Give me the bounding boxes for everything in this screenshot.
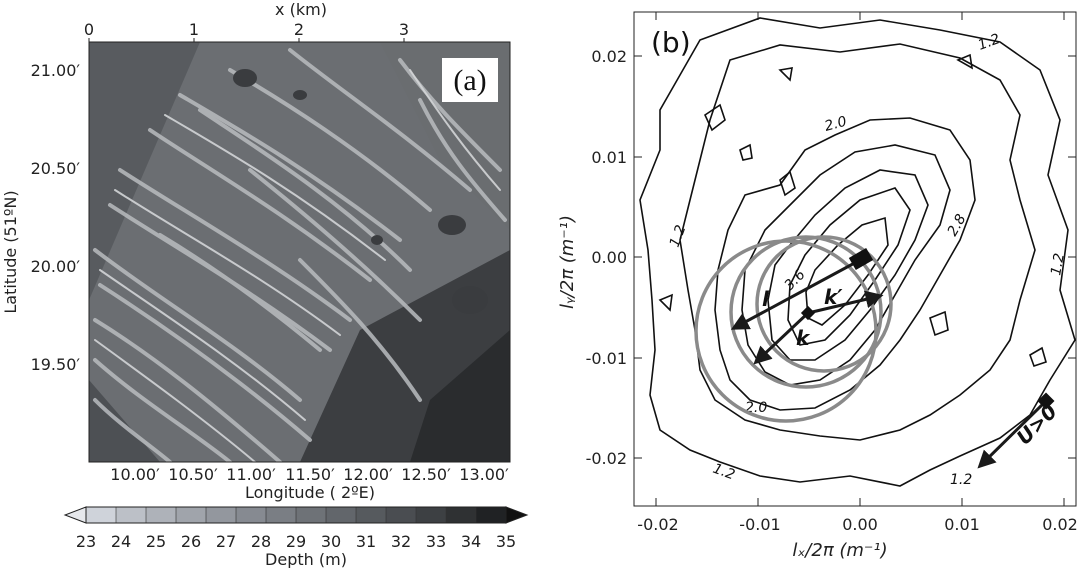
colorbar-tick-label: 23 <box>76 532 96 551</box>
colorbar-tick-label: 32 <box>391 532 411 551</box>
lon-tick-6: 13.00′ <box>459 465 509 484</box>
lx-tick-2: 0.00 <box>842 515 878 534</box>
colorbar-tick-label: 24 <box>111 532 131 551</box>
ly-tick-2: 0.00 <box>591 248 627 267</box>
vector-l-label: l <box>762 287 770 311</box>
y-axis-title: Latitude (51ºN) <box>1 190 20 313</box>
panel-a-label: (a) <box>453 64 486 97</box>
colorbar-tick-label: 26 <box>181 532 201 551</box>
ly-tick-1: 0.01 <box>591 148 627 167</box>
colorbar: 23 24 25 26 27 28 29 30 31 32 33 34 35 Depth (m) <box>63 506 529 568</box>
colorbar-cell <box>295 506 327 524</box>
lat-tick-2: 20.00′ <box>31 257 81 276</box>
lon-tick-4: 12.00′ <box>343 465 393 484</box>
colorbar-cell <box>385 506 417 524</box>
top-axis-ticks: 0 1 2 3 <box>84 20 409 42</box>
lat-tick-1: 20.50′ <box>31 159 81 178</box>
vector-k-label: k <box>796 326 811 350</box>
lx-tick-0: -0.02 <box>637 515 678 534</box>
colorbar-cell <box>205 506 237 524</box>
vector-k-prime-label: k′ <box>824 285 843 309</box>
contour-label-1-2-bottom: 1.2 <box>711 461 737 484</box>
spectrum-x-title: lₓ/2π (m⁻¹) <box>792 540 887 561</box>
colorbar-low-arrow <box>63 506 87 524</box>
contour-1-2-outer <box>639 17 1076 487</box>
spectrum-x-ticks: -0.02 -0.01 0.00 0.01 0.02 <box>637 515 1078 534</box>
colorbar-tick-label: 25 <box>146 532 166 551</box>
colorbar-tick-label: 29 <box>286 532 306 551</box>
contour-label-1-2-left: 1.2 <box>667 223 690 249</box>
y-axis-ticks: 21.00′ 20.50′ 20.00′ 19.50′ <box>31 61 81 374</box>
lon-tick-0: 10.00′ <box>110 465 160 484</box>
colorbar-tick-label: 35 <box>496 532 516 551</box>
circle-small <box>755 235 893 373</box>
colorbar-cell <box>475 506 507 524</box>
lon-tick-5: 12.50′ <box>401 465 451 484</box>
colorbar-tick-label: 30 <box>321 532 341 551</box>
wave-vectors <box>730 257 884 365</box>
bathymetry-map <box>89 42 510 462</box>
top-tick-1: 1 <box>189 20 199 39</box>
x-axis-title: Longitude ( 2ºE) <box>245 483 375 502</box>
lon-tick-2: 11.00′ <box>226 465 276 484</box>
contour-label-1-2-br: 1.2 <box>950 472 972 488</box>
lat-tick-0: 21.00′ <box>31 61 81 80</box>
top-axis-title: x (km) <box>275 0 327 19</box>
tick-marks <box>634 12 1076 506</box>
vector-origin-marker <box>848 247 874 271</box>
colorbar-tick-label: 27 <box>216 532 236 551</box>
colorbar-tick-label: 31 <box>356 532 376 551</box>
colorbar-cell <box>145 506 177 524</box>
contour-2-4 <box>741 144 951 386</box>
spectrum-y-title: lᵧ/2π (m⁻¹) <box>557 215 578 309</box>
lon-tick-1: 10.50′ <box>168 465 218 484</box>
panel-a: (a) x (km) 0 1 2 3 Latitude (51ºN) 21.00… <box>1 0 529 568</box>
ly-tick-3: -0.01 <box>586 349 627 368</box>
colorbar-tick-label: 28 <box>251 532 271 551</box>
resonance-circles <box>694 235 893 423</box>
vector-l <box>730 257 863 330</box>
colorbar-cell <box>415 506 447 524</box>
top-tick-2: 2 <box>294 20 304 39</box>
contour-1-2-inner <box>679 43 1036 441</box>
lon-tick-3: 11.50′ <box>285 465 335 484</box>
lx-tick-1: -0.01 <box>739 515 780 534</box>
panel-a-label-box <box>442 58 498 102</box>
ly-tick-0: 0.02 <box>591 47 627 66</box>
colorbar-tick-label: 33 <box>426 532 446 551</box>
spectrum-y-ticks: 0.02 0.01 0.00 -0.01 -0.02 <box>586 47 627 468</box>
panel-b: (b) 0.02 0.01 0.00 -0.01 -0.02 -0.02 -0.… <box>557 11 1078 561</box>
contour-label-2-0: 2.0 <box>823 114 849 135</box>
colorbar-cell <box>325 506 357 524</box>
vector-k-prime <box>807 290 884 315</box>
contour-label-1-2-right: 1.2 <box>1048 252 1068 277</box>
contour-2-0 <box>714 117 976 411</box>
lx-tick-3: 0.01 <box>944 515 980 534</box>
top-tick-0: 0 <box>84 20 94 39</box>
colorbar-title: Depth (m) <box>265 550 347 568</box>
colorbar-cell <box>445 506 477 524</box>
ly-tick-4: -0.02 <box>586 449 627 468</box>
vector-junction-marker <box>800 305 816 321</box>
panel-b-label: (b) <box>651 26 691 59</box>
contour-label-0: 1.2 <box>976 31 1002 54</box>
x-axis-ticks: 10.00′ 10.50′ 11.00′ 11.50′ 12.00′ 12.50… <box>110 465 509 484</box>
lx-tick-4: 0.02 <box>1042 515 1078 534</box>
circle-middle <box>729 235 883 389</box>
lat-tick-3: 19.50′ <box>31 355 81 374</box>
vector-k <box>753 311 810 365</box>
colorbar-tick-label: 34 <box>461 532 481 551</box>
colorbar-cell <box>265 506 297 524</box>
colorbar-high-arrow <box>505 506 529 524</box>
colorbar-cell <box>85 506 117 524</box>
colorbar-cell <box>175 506 207 524</box>
colorbar-cell <box>355 506 387 524</box>
colorbar-cell <box>235 506 267 524</box>
colorbar-cell <box>115 506 147 524</box>
top-tick-3: 3 <box>399 20 409 39</box>
